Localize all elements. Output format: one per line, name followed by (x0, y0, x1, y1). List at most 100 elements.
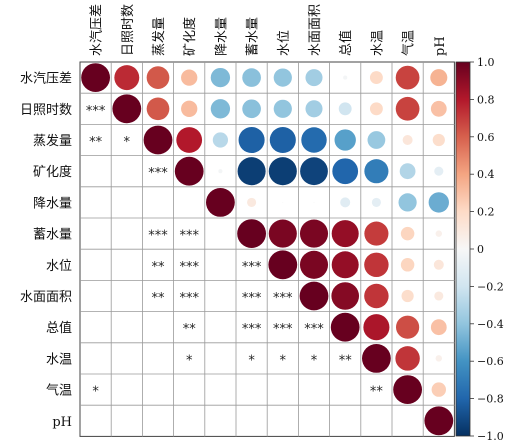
correlation-circle (430, 69, 448, 87)
correlation-circle (395, 346, 420, 371)
significance-stars: *** (304, 322, 324, 337)
correlation-circle (395, 96, 420, 121)
significance-stars: *** (242, 260, 262, 275)
correlation-circle (364, 283, 389, 309)
correlation-circle (210, 99, 231, 119)
row-label: 日照时数 (20, 103, 72, 118)
correlation-circle (114, 65, 140, 91)
significance-stars: *** (179, 260, 199, 275)
correlation-circle (343, 75, 348, 80)
row-label: 蒸发量 (33, 133, 72, 149)
significance-stars: *** (242, 322, 262, 337)
colorbar-tick-label: −0.2 (477, 280, 504, 293)
column-label: 水汽压差 (90, 4, 105, 56)
correlation-circle (174, 156, 204, 186)
column-label: 日照时数 (121, 4, 136, 56)
correlation-circle (218, 169, 223, 174)
correlation-circle (181, 100, 198, 117)
colorbar-tick-label: 0.4 (477, 168, 495, 181)
correlation-circle (313, 201, 315, 203)
correlation-circle (181, 69, 198, 86)
correlation-circle (432, 133, 445, 147)
colorbar-tick-label: 0.6 (477, 131, 495, 144)
significance-stars: *** (273, 322, 293, 337)
correlation-circle (364, 221, 389, 246)
colorbar-tick-label: 0 (477, 243, 484, 256)
correlation-circle (143, 125, 173, 155)
correlation-circle (301, 127, 327, 153)
correlation-circle (402, 135, 413, 145)
correlation-circle (237, 219, 266, 249)
colorbar-tick-label: −0.6 (477, 355, 504, 368)
significance-stars: *** (148, 229, 168, 244)
significance-stars: ** (339, 353, 353, 368)
colorbar-tick-label: 0.8 (477, 93, 495, 106)
correlation-circle (363, 314, 390, 341)
row-label: 总值 (46, 320, 72, 336)
row-label: 水面面积 (20, 290, 72, 305)
correlation-circle (364, 252, 389, 278)
correlation-circle (331, 251, 359, 279)
colorbar-tick-label: −1.0 (477, 430, 504, 443)
correlation-circle (364, 159, 389, 184)
significance-stars: *** (86, 104, 106, 119)
colorbar-tick-label: −0.8 (477, 393, 504, 406)
correlation-circle (430, 100, 447, 117)
correlation-circle (434, 166, 444, 176)
colorbar-tick-label: −0.4 (477, 318, 504, 331)
significance-stars: *** (242, 291, 262, 306)
correlation-circle (435, 230, 443, 237)
correlation-circle (393, 375, 422, 404)
correlation-circle (331, 282, 360, 310)
correlation-circle (401, 289, 414, 303)
correlation-circle (300, 157, 328, 186)
correlation-circle (400, 258, 415, 272)
significance-stars: * (186, 353, 193, 368)
row-label: 降水量 (33, 196, 72, 211)
correlation-circle (81, 63, 110, 92)
correlation-circle (395, 65, 420, 90)
correlation-circle (398, 193, 417, 212)
correlation-circle (242, 68, 261, 87)
significance-stars: ** (183, 322, 197, 337)
correlation-circle (362, 344, 391, 373)
significance-stars: *** (179, 291, 199, 306)
colorbar (455, 61, 471, 437)
correlation-circle (282, 201, 284, 203)
correlation-circle (430, 319, 447, 336)
correlation-circle (331, 220, 359, 248)
column-label: 水温 (370, 30, 385, 56)
correlation-circle (431, 382, 446, 397)
correlation-circle (395, 315, 420, 339)
correlation-circle (273, 68, 292, 87)
correlation-circle (299, 250, 329, 279)
correlation-circle (299, 219, 329, 248)
column-label: 水面面积 (308, 4, 323, 56)
correlation-circle (238, 126, 265, 154)
correlation-circle (146, 97, 170, 121)
correlation-circle (305, 69, 323, 87)
correlation-circle (305, 100, 323, 118)
column-label: 矿化度 (182, 17, 198, 56)
column-label: 蒸发量 (151, 17, 167, 56)
column-label: 总值 (338, 30, 354, 56)
correlation-circle (338, 102, 352, 116)
correlation-circle (237, 157, 266, 186)
significance-stars: * (92, 385, 99, 400)
significance-stars: ** (370, 385, 384, 400)
correlation-circle (242, 99, 261, 119)
correlation-circle (269, 126, 296, 154)
correlation-circle (330, 312, 360, 342)
row-label: 水位 (46, 259, 72, 274)
correlation-circle (206, 188, 235, 217)
significance-stars: * (311, 353, 318, 368)
matrix-gridlines (80, 62, 455, 437)
correlation-circle (212, 132, 229, 148)
row-label: 水汽压差 (20, 72, 72, 87)
column-label: 蓄水量 (246, 17, 261, 56)
correlation-circle (428, 192, 449, 213)
correlation-circle (424, 406, 454, 436)
correlation-circle (247, 197, 257, 207)
row-label: 矿化度 (33, 164, 72, 180)
